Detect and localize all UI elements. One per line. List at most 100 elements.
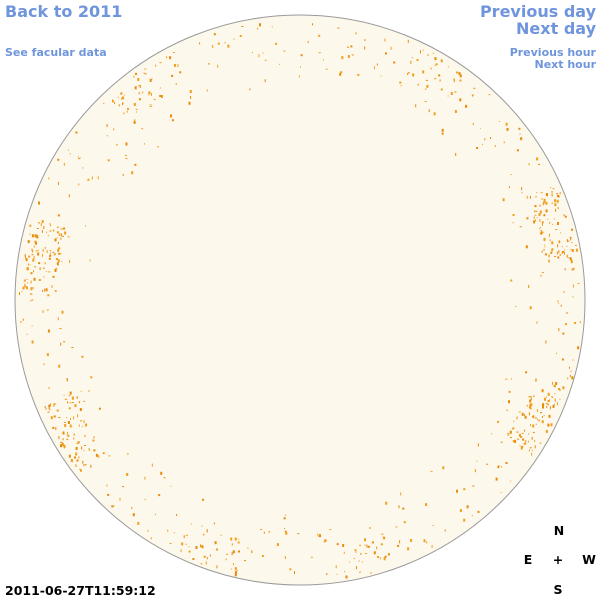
facula-speck	[44, 262, 46, 265]
facular-link[interactable]: See facular data	[5, 46, 107, 59]
facula-speck	[57, 158, 60, 161]
facula-speck	[63, 162, 65, 166]
compass-north: N	[554, 523, 564, 538]
facula-speck	[67, 431, 69, 435]
facula-speck	[528, 449, 530, 452]
facula-speck	[32, 249, 34, 253]
facula-speck	[501, 466, 502, 468]
facula-speck	[354, 549, 357, 552]
facula-speck	[181, 542, 184, 546]
facula-speck	[572, 296, 574, 298]
facula-speck	[80, 469, 82, 472]
facula-speck	[537, 419, 538, 421]
facula-speck	[541, 420, 544, 424]
facula-speck	[74, 404, 77, 408]
facula-speck	[359, 544, 362, 546]
facula-speck	[430, 67, 432, 70]
facula-speck	[163, 477, 166, 479]
facula-speck	[80, 420, 83, 422]
facula-speck	[62, 443, 64, 447]
facula-speck	[45, 271, 47, 273]
facula-speck	[343, 551, 345, 554]
facula-speck	[75, 131, 78, 134]
facula-speck	[83, 420, 85, 424]
facula-speck	[126, 110, 128, 113]
facula-speck	[47, 235, 49, 237]
facula-speck	[561, 253, 563, 254]
facula-speck	[107, 159, 110, 162]
facula-speck	[538, 213, 541, 217]
facula-speck	[58, 181, 59, 185]
facula-speck	[157, 146, 160, 148]
facula-speck	[559, 192, 561, 195]
facula-speck	[548, 254, 550, 258]
back-link[interactable]: Back to 2011	[5, 2, 122, 21]
facula-speck	[422, 49, 424, 51]
facula-speck	[241, 26, 244, 27]
facula-speck	[519, 226, 522, 228]
facula-speck	[508, 400, 510, 404]
previous-hour-link[interactable]: Previous hour	[510, 46, 597, 59]
facula-speck	[364, 544, 366, 546]
facula-speck	[540, 232, 543, 235]
facula-speck	[340, 71, 343, 74]
facula-speck	[158, 494, 161, 497]
facula-speck	[571, 228, 573, 231]
facula-speck	[52, 426, 55, 429]
facula-speck	[349, 561, 350, 563]
facula-speck	[517, 438, 520, 440]
facula-speck	[526, 404, 528, 407]
facula-speck	[509, 437, 512, 439]
facula-speck	[42, 267, 45, 269]
facula-speck	[79, 408, 82, 411]
facula-speck	[536, 192, 538, 194]
facula-speck	[216, 565, 218, 569]
facula-speck	[435, 63, 438, 66]
facula-speck	[376, 63, 378, 66]
facula-speck	[557, 244, 559, 248]
facula-speck	[142, 91, 144, 94]
facula-speck	[548, 414, 551, 418]
facula-speck	[553, 248, 554, 250]
facula-speck	[520, 436, 523, 438]
facula-speck	[234, 537, 237, 541]
facula-speck	[50, 403, 51, 407]
facula-speck	[24, 253, 26, 256]
facula-speck	[441, 128, 444, 132]
facula-speck	[185, 534, 188, 536]
next-hour-link[interactable]: Next hour	[535, 58, 597, 71]
next-day-link[interactable]: Next day	[516, 19, 597, 38]
facula-speck	[369, 527, 371, 529]
facula-speck	[57, 252, 60, 255]
facula-speck	[44, 246, 46, 249]
facula-speck	[56, 226, 59, 228]
facula-speck	[294, 571, 295, 574]
facula-speck	[92, 439, 95, 442]
previous-day-link[interactable]: Previous day	[480, 2, 597, 21]
facula-speck	[61, 310, 64, 314]
facula-speck	[57, 248, 60, 252]
facula-speck	[356, 566, 357, 570]
facula-speck	[569, 374, 571, 377]
facula-speck	[78, 158, 81, 160]
facula-speck	[524, 429, 526, 432]
facula-speck	[199, 42, 201, 45]
facula-speck	[203, 533, 205, 536]
facula-speck	[25, 286, 28, 290]
facula-speck	[20, 321, 22, 323]
facula-speck	[529, 396, 532, 398]
facula-speck	[422, 70, 425, 74]
facula-speck	[124, 94, 126, 96]
facula-speck	[540, 229, 542, 233]
facula-speck	[543, 214, 546, 217]
facula-speck	[399, 81, 402, 84]
facula-speck	[541, 272, 544, 273]
facula-speck	[535, 423, 537, 425]
facula-speck	[112, 99, 113, 103]
facula-speck	[479, 127, 481, 129]
facula-speck	[144, 143, 145, 145]
facula-speck	[139, 84, 141, 88]
facula-speck	[553, 384, 556, 387]
facula-speck	[528, 285, 530, 288]
facula-speck	[45, 408, 47, 410]
